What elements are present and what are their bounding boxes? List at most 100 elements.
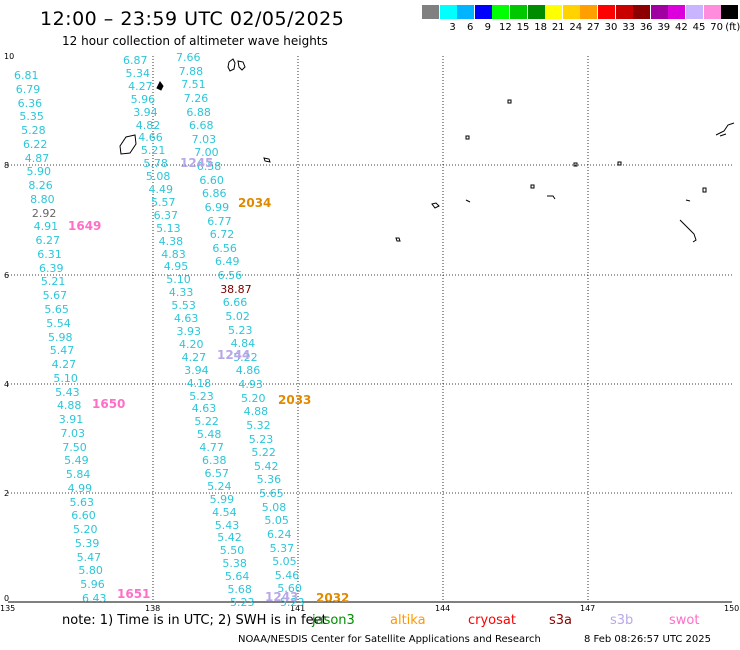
wave-height-value: 6.77: [207, 214, 232, 228]
wave-height-value: 5.22: [194, 415, 219, 429]
island-outline: [119, 134, 137, 155]
wave-height-value: 5.23: [248, 432, 274, 446]
pass-label: 1650: [92, 397, 126, 411]
wave-height-value: 7.03: [191, 132, 217, 146]
wave-height-value: 5.21: [140, 144, 166, 158]
wave-height-value: 8.26: [28, 179, 53, 193]
wave-height-value: 6.49: [215, 255, 240, 269]
wave-height-value: 5.22: [233, 350, 258, 364]
colorbar-swatch: [527, 5, 545, 19]
pass-label: 1651: [117, 587, 151, 601]
wave-height-value: 6.27: [35, 234, 60, 248]
wave-height-value: 4.63: [173, 312, 199, 326]
wave-height-value: 6.43: [82, 592, 107, 605]
colorbar-label: 21: [551, 22, 565, 33]
wave-height-value: 5.65: [44, 302, 69, 316]
wave-height-value: 6.57: [204, 466, 230, 480]
colorbar-unit: (ft): [725, 22, 740, 33]
wave-height-value: 5.24: [207, 479, 232, 493]
satellite-legend-item: altika: [390, 613, 426, 628]
colorbar-swatch: [580, 5, 598, 19]
wave-height-value: 6.81: [14, 69, 39, 82]
colorbar-label: 36: [639, 22, 653, 33]
lat-tick-label: 8: [4, 161, 10, 170]
wave-height-value: 5.42: [254, 459, 279, 473]
wave-height-value: 4.83: [161, 247, 186, 261]
wave-height-value: 4.63: [191, 402, 217, 416]
wave-height-value: 7.66: [176, 51, 201, 64]
wave-height-value: 6.86: [202, 187, 227, 201]
colorbar-swatch: [474, 5, 492, 19]
wave-height-value: 5.10: [53, 371, 78, 385]
island-outline: [573, 162, 578, 167]
wave-height-value: 5.05: [272, 555, 297, 569]
wave-height-value: 7.03: [60, 426, 86, 440]
colorbar-label: 27: [587, 22, 600, 33]
satellite-legend-item: s3b: [610, 613, 634, 628]
footer-note: note: 1) Time is in UTC; 2) SWH is in fe…: [62, 613, 327, 628]
wave-height-value: 6.68: [189, 119, 214, 133]
wave-height-value: 4.87: [24, 151, 50, 165]
wave-height-value: 5.37: [269, 541, 295, 555]
lat-tick-label: 0: [4, 594, 10, 603]
wave-height-value: 7.88: [178, 64, 204, 78]
colorbar-swatch: [633, 5, 651, 19]
wave-height-value: 6.72: [209, 228, 235, 242]
colorbar-label: 70: [710, 22, 723, 33]
island-outline: [465, 135, 470, 140]
wave-height-value: 5.05: [264, 514, 289, 528]
wave-height-value: 5.98: [48, 330, 73, 344]
lat-tick-label: 2: [4, 489, 10, 498]
wave-height-value: 6.39: [39, 261, 64, 275]
wave-height-value: 6.79: [15, 82, 41, 96]
colorbar-swatch: [510, 5, 527, 19]
wave-height-value: 6.38: [201, 454, 227, 468]
island-outline: [156, 81, 164, 91]
wave-height-value: 4.88: [56, 399, 82, 413]
wave-height-value: 5.84: [65, 468, 91, 482]
wave-height-value: 4.27: [181, 350, 207, 364]
colorbar-label: 18: [534, 22, 547, 33]
wave-height-value: 5.96: [130, 92, 156, 106]
pass-label: 2034: [238, 196, 272, 210]
wave-height-value: 6.88: [186, 105, 211, 119]
wave-height-value: 5.21: [40, 275, 66, 289]
wave-height-value: 6.37: [153, 208, 179, 222]
pass-label: 2032: [316, 591, 350, 605]
coastline: [715, 122, 735, 137]
satellite-legend-item: cryosat: [468, 613, 516, 628]
wave-height-value: 6.22: [22, 137, 48, 151]
colorbar-swatch: [668, 5, 686, 19]
wave-height-value: 5.99: [209, 492, 235, 506]
map-subtitle: 12 hour collection of altimeter wave hei…: [62, 34, 328, 48]
wave-height-value: 5.90: [26, 165, 52, 179]
wave-height-value: 5.22: [251, 446, 276, 460]
wave-height-value: 4.99: [67, 481, 93, 495]
wave-height-value: 5.50: [219, 544, 245, 558]
wave-height-value: 4.54: [212, 505, 237, 519]
colorbar-swatch: [545, 5, 563, 19]
wave-height-value: 8.80: [30, 192, 55, 206]
wave-height-value: 4.20: [179, 337, 204, 351]
wave-height-value: 5.20: [73, 523, 98, 537]
wave-height-value: 5.42: [217, 531, 242, 545]
wave-height-value: 5.43: [55, 385, 80, 399]
wave-height-value: 6.36: [17, 96, 43, 110]
island-outline: [465, 199, 471, 203]
wave-height-value: 4.77: [199, 441, 224, 455]
pass-label: 2033: [278, 393, 312, 407]
wave-height-value: 5.32: [246, 418, 271, 432]
wave-height-value: 3.94: [184, 363, 209, 377]
wave-height-value: 5.48: [196, 428, 222, 442]
wave-height-value: 5.20: [241, 391, 266, 405]
wave-height-value: 5.28: [21, 124, 46, 138]
wave-height-value: 7.26: [183, 91, 209, 105]
satellite-legend-item: swot: [669, 613, 700, 628]
colorbar-label: 3: [449, 22, 456, 33]
wave-height-value: 5.53: [171, 299, 196, 313]
wave-height-value: 5.43: [214, 518, 240, 532]
land-outlines: [119, 58, 735, 243]
wave-height-value: 5.47: [49, 344, 75, 358]
colorbar-swatch: [703, 5, 721, 19]
